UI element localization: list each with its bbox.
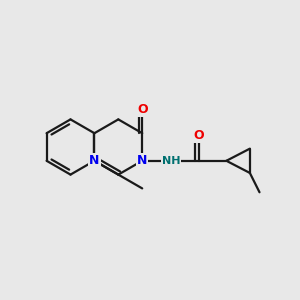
Text: NH: NH: [162, 156, 180, 166]
Text: N: N: [89, 154, 100, 167]
Text: O: O: [194, 130, 204, 142]
Text: N: N: [137, 154, 147, 167]
Text: O: O: [137, 103, 148, 116]
